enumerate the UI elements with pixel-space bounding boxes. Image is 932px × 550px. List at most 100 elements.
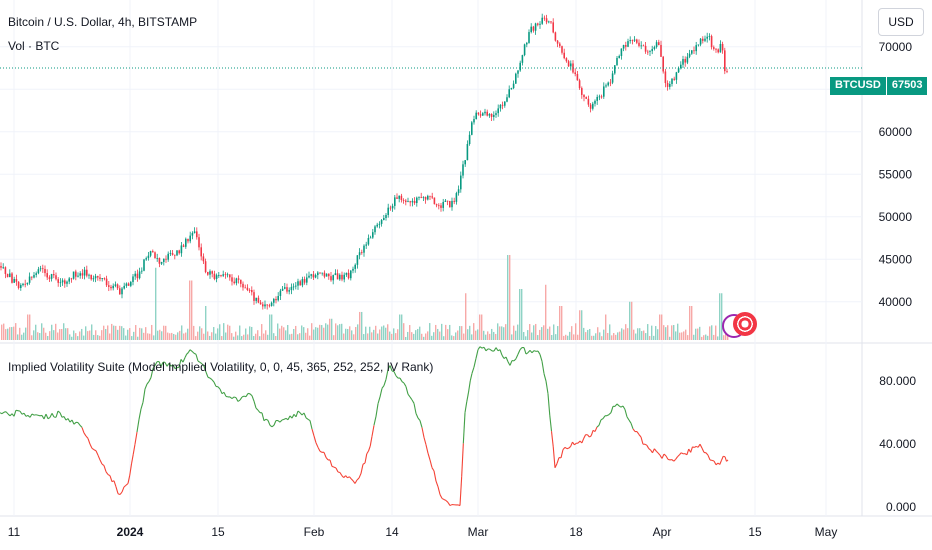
currency-button[interactable]: USD bbox=[878, 8, 924, 36]
candle-body bbox=[301, 279, 304, 286]
volume-bar bbox=[219, 324, 221, 340]
volume-bar bbox=[673, 325, 675, 340]
candle-body bbox=[706, 36, 708, 39]
volume-bar bbox=[363, 334, 365, 340]
iv-segment bbox=[119, 491, 123, 495]
volume-bar bbox=[687, 335, 689, 340]
volume-bar bbox=[575, 323, 577, 340]
candle-body bbox=[180, 245, 183, 254]
volume-bar bbox=[335, 323, 337, 340]
iv-segment bbox=[648, 448, 651, 451]
candle-body bbox=[526, 42, 528, 45]
candle-body bbox=[145, 258, 147, 260]
candle-body bbox=[490, 113, 493, 117]
iv-segment bbox=[583, 434, 587, 439]
iv-segment bbox=[409, 396, 413, 401]
candle-body bbox=[618, 56, 620, 58]
iv-segment bbox=[439, 494, 443, 499]
iv-segment bbox=[323, 452, 327, 458]
iv-segment bbox=[13, 410, 17, 417]
iv-segment bbox=[101, 463, 105, 467]
iv-segment bbox=[652, 448, 655, 454]
volume-bar bbox=[573, 334, 575, 340]
volume-bar bbox=[3, 323, 5, 340]
iv-segment bbox=[636, 431, 640, 435]
volume-bar bbox=[75, 333, 77, 340]
iv-segment bbox=[515, 353, 519, 359]
iv-segment bbox=[291, 414, 295, 419]
volume-bar bbox=[97, 335, 99, 340]
volume-bar bbox=[557, 326, 559, 340]
iv-segment bbox=[305, 417, 309, 420]
iv-segment bbox=[140, 402, 144, 410]
iv-segment bbox=[127, 475, 131, 484]
iv-segment bbox=[419, 420, 423, 428]
candle-body bbox=[248, 290, 251, 291]
candle-body bbox=[372, 232, 374, 238]
volume-bar bbox=[153, 335, 155, 340]
candle-body bbox=[114, 284, 117, 286]
candle-body bbox=[523, 44, 526, 56]
candle-body bbox=[174, 254, 176, 256]
volume-bar bbox=[209, 335, 211, 340]
candle-body bbox=[255, 297, 257, 301]
iv-segment bbox=[574, 442, 577, 446]
candle-body bbox=[119, 288, 121, 295]
iv-segment bbox=[661, 453, 665, 459]
iv-segment bbox=[347, 476, 350, 479]
iv-segment bbox=[600, 418, 604, 421]
iv-segment bbox=[203, 366, 207, 373]
iv-segment bbox=[616, 403, 620, 407]
us-flag-icon[interactable] bbox=[733, 312, 757, 336]
candle-body bbox=[42, 268, 44, 270]
candle-body bbox=[220, 275, 222, 276]
iv-segment bbox=[189, 349, 193, 352]
candle-body bbox=[565, 58, 568, 62]
iv-segment bbox=[121, 486, 125, 493]
volume-bar bbox=[549, 326, 551, 340]
iv-segment bbox=[606, 414, 610, 417]
iv-segment bbox=[531, 350, 535, 354]
volume-bar bbox=[513, 325, 515, 340]
candle-body bbox=[471, 122, 473, 135]
iv-segment bbox=[87, 438, 91, 445]
volume-bar bbox=[127, 329, 129, 340]
candle-body bbox=[389, 207, 392, 209]
iv-segment bbox=[59, 412, 63, 418]
volume-bar bbox=[147, 333, 149, 340]
volume-bar bbox=[623, 329, 625, 340]
volume-bar bbox=[541, 327, 543, 340]
candle-body bbox=[614, 65, 616, 74]
iv-segment bbox=[309, 420, 313, 430]
candle-body bbox=[79, 273, 81, 276]
volume-bar bbox=[271, 314, 273, 340]
volume-bar bbox=[481, 314, 483, 340]
iv-segment bbox=[415, 413, 419, 419]
price-axis-tick: 60000 bbox=[879, 125, 913, 139]
iv-segment bbox=[449, 504, 453, 507]
iv-segment bbox=[45, 413, 49, 419]
volume-bar bbox=[195, 336, 197, 340]
volume-bar bbox=[477, 329, 479, 340]
time-axis-tick: 15 bbox=[211, 525, 225, 539]
iv-segment bbox=[694, 445, 697, 448]
iv-segment bbox=[281, 418, 285, 421]
volume-bar bbox=[439, 331, 441, 340]
candle-body bbox=[325, 273, 328, 277]
volume-bar bbox=[453, 336, 455, 340]
volume-bar bbox=[635, 333, 637, 340]
volume-bar bbox=[545, 284, 547, 340]
iv-segment bbox=[303, 412, 307, 418]
volume-bar bbox=[81, 328, 83, 340]
candle-body bbox=[387, 207, 389, 215]
volume-bar bbox=[643, 330, 645, 340]
candle-body bbox=[585, 97, 587, 99]
volume-bar bbox=[607, 332, 609, 340]
candle-body bbox=[176, 250, 178, 256]
iv-segment bbox=[590, 430, 594, 436]
candle-body bbox=[286, 287, 288, 292]
candle-body bbox=[374, 226, 376, 233]
volume-bar bbox=[721, 293, 723, 340]
volume-bar bbox=[689, 306, 691, 340]
